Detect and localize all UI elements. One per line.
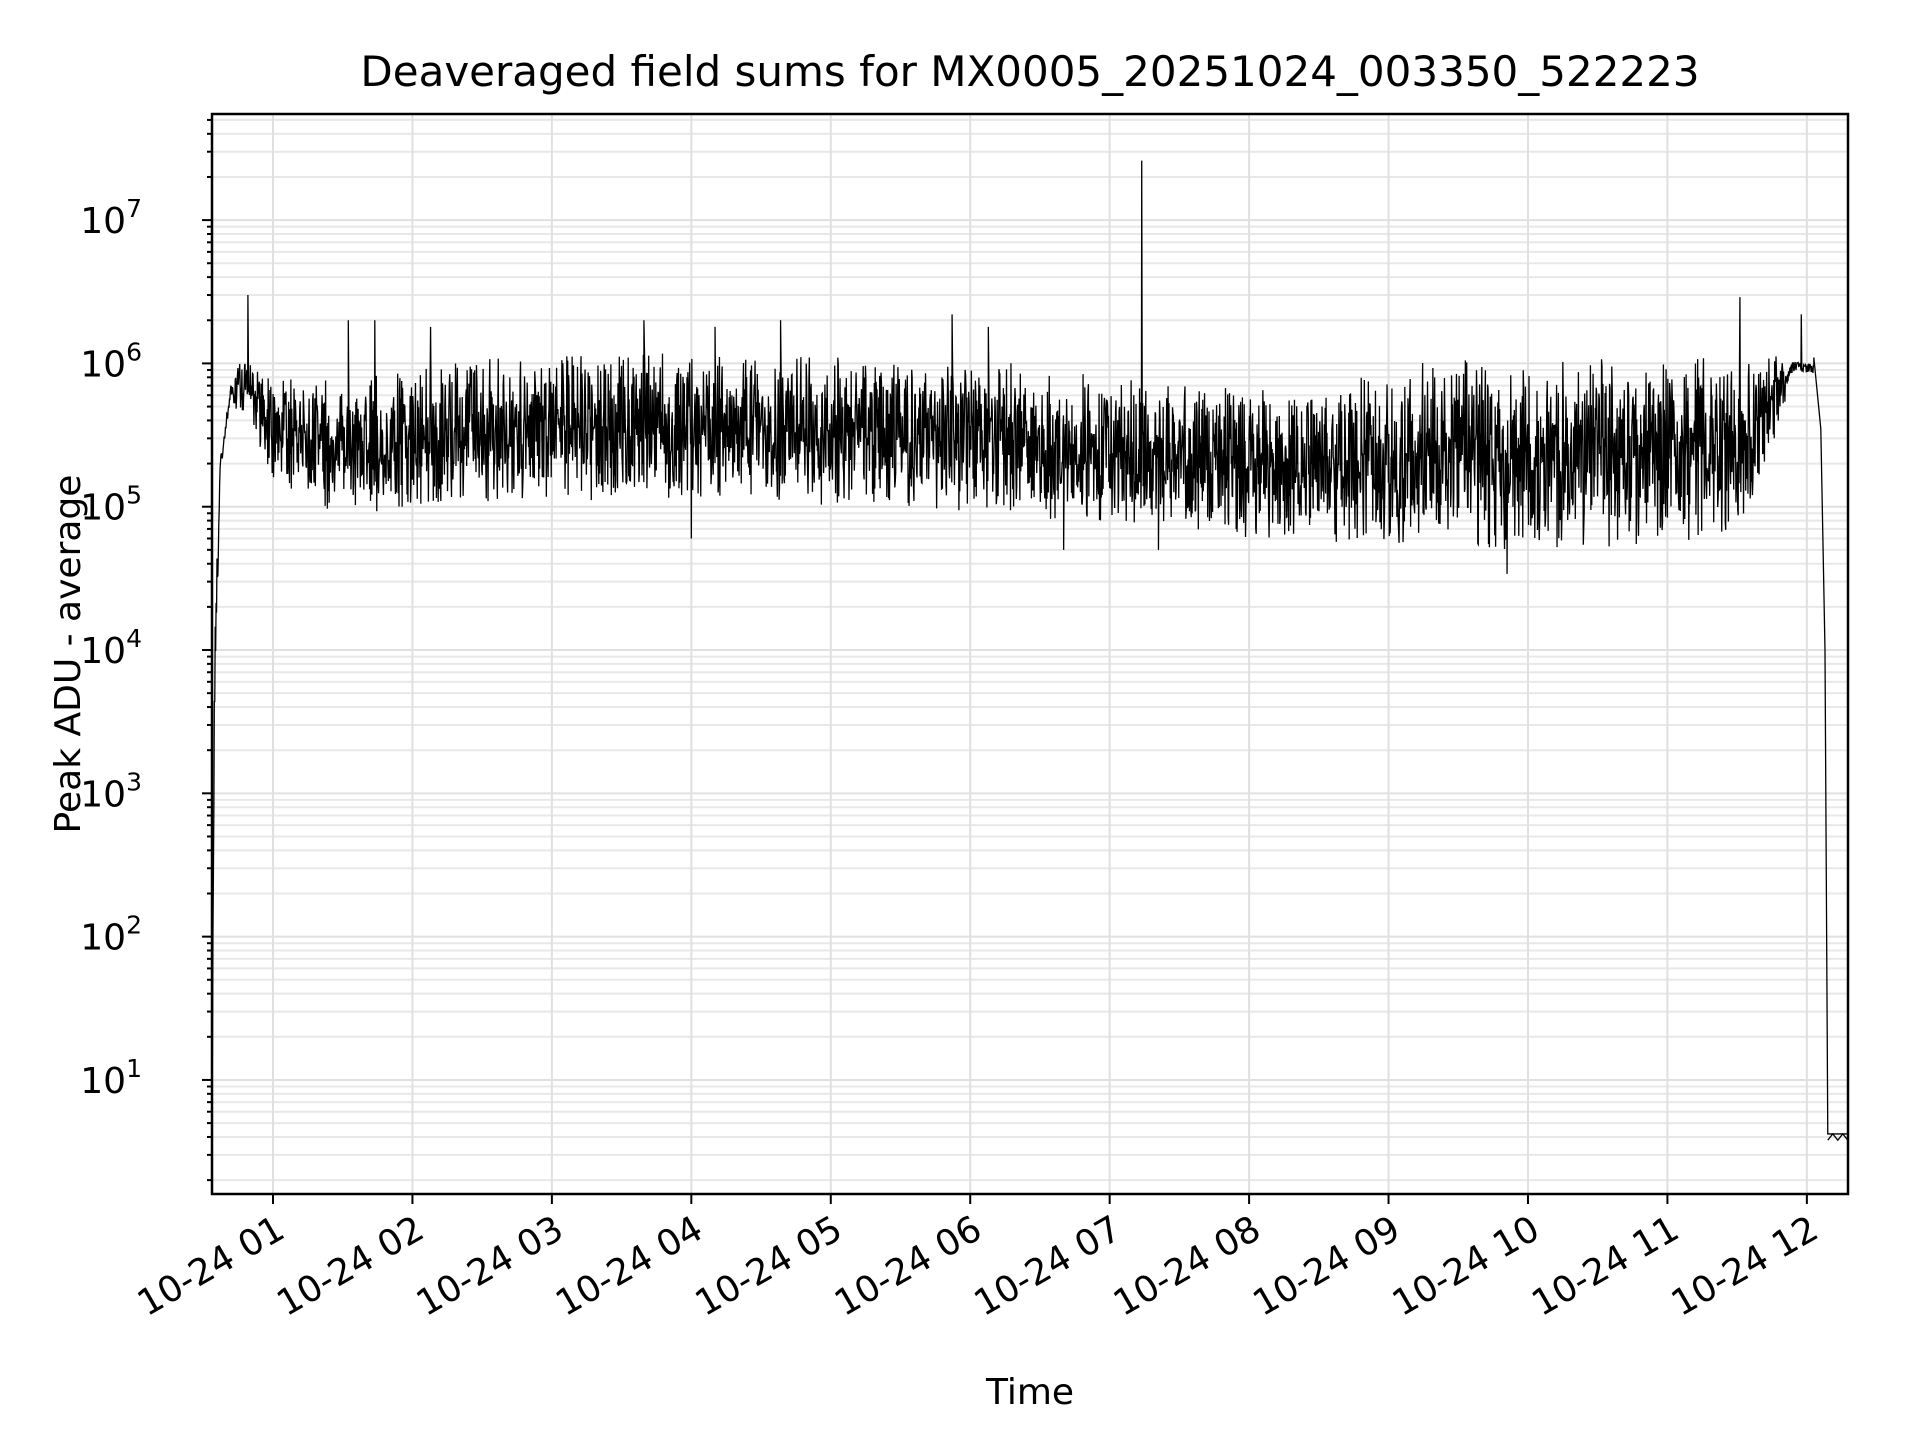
y-tick-label-exponent: 7 — [126, 194, 142, 223]
series-peak-adu — [212, 160, 1848, 1194]
y-tick-label-exponent: 3 — [126, 767, 142, 796]
y-tick-label: 101 — [80, 1054, 142, 1102]
plot-frame — [210, 112, 1850, 1196]
y-tick-label-exponent: 2 — [126, 911, 142, 940]
chart-title: Deaveraged field sums for MX0005_2025102… — [360, 47, 1699, 96]
y-tick-label: 104 — [80, 624, 142, 672]
y-tick-label: 106 — [80, 337, 142, 385]
grid — [212, 114, 1848, 1194]
y-tick-label: 107 — [80, 194, 142, 242]
y-tick-label-exponent: 6 — [126, 337, 142, 366]
y-tick-label: 103 — [80, 767, 142, 815]
series-line — [212, 160, 1848, 1194]
y-axis-label: Peak ADU - average — [48, 475, 89, 834]
y-tick-label-exponent: 4 — [126, 624, 142, 653]
y-tick-label-base: 10 — [80, 774, 126, 815]
x-axis-label: Time — [985, 1372, 1074, 1413]
y-tick-label-base: 10 — [80, 488, 126, 529]
series-tail — [1827, 1132, 1848, 1142]
y-tick-label-base: 10 — [80, 918, 126, 959]
y-tick-label-exponent: 1 — [126, 1054, 142, 1083]
y-tick-label-exponent: 5 — [126, 481, 142, 510]
y-tick-label-base: 10 — [80, 1061, 126, 1102]
y-tick-label-base: 10 — [80, 344, 126, 385]
y-tick-label-base: 10 — [80, 201, 126, 242]
y-tick-label: 102 — [80, 911, 142, 959]
y-tick-label: 105 — [80, 481, 142, 529]
y-tick-label-base: 10 — [80, 631, 126, 672]
